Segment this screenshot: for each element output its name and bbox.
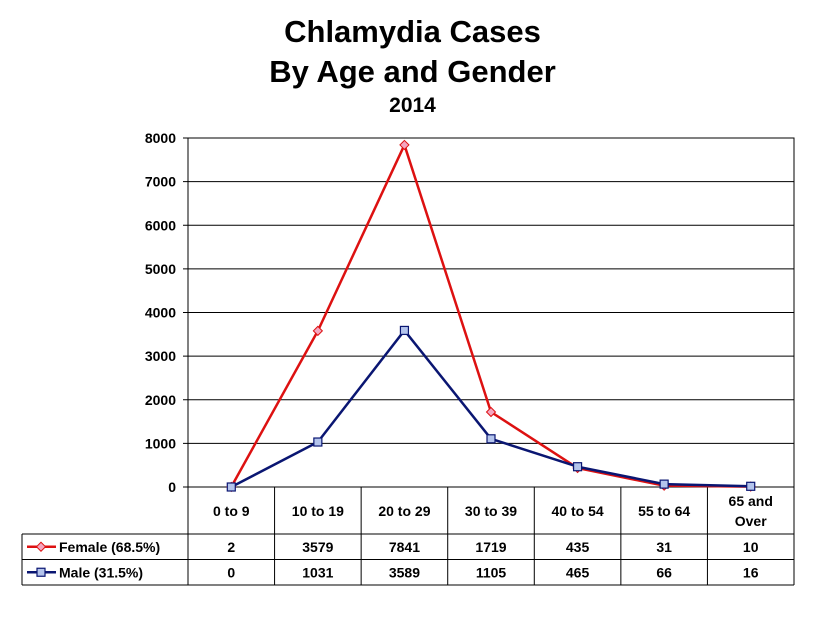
x-tick-label: 55 to 64	[638, 503, 690, 519]
x-tick-label: 0 to 9	[213, 503, 250, 519]
legend-entry: Male (31.5%)	[59, 564, 143, 580]
x-tick-label: 40 to 54	[552, 503, 604, 519]
chart-year: 2014	[389, 94, 436, 117]
y-tick-label: 3000	[145, 348, 176, 364]
x-tick-label: 65 and	[729, 493, 773, 509]
legend-marker	[36, 567, 46, 577]
data-point	[659, 479, 669, 489]
data-point	[313, 437, 323, 447]
table-value: 1105	[476, 564, 507, 580]
table-value: 0	[227, 564, 235, 580]
y-tick-label: 0	[168, 479, 176, 495]
table-value: 31	[656, 539, 672, 555]
table-value: 10	[743, 539, 759, 555]
y-tick-label: 5000	[145, 261, 176, 277]
x-tick-label: 20 to 29	[378, 503, 430, 519]
table-value: 1031	[302, 564, 333, 580]
y-tick-label: 1000	[145, 435, 176, 451]
y-tick-label: 2000	[145, 392, 176, 408]
data-point	[485, 406, 497, 418]
x-tick-label: 10 to 19	[292, 503, 344, 519]
table-value: 465	[566, 564, 590, 580]
data-point	[572, 462, 583, 472]
table-value: 7841	[389, 539, 420, 555]
x-tick-label: 30 to 39	[465, 503, 517, 519]
data-point	[312, 325, 324, 337]
chart-title: Chlamydia Cases	[284, 14, 541, 49]
table-value: 1719	[475, 539, 506, 555]
table-value: 3579	[302, 539, 333, 555]
data-point	[399, 139, 410, 151]
data-point	[399, 325, 410, 336]
table-value: 16	[743, 564, 759, 580]
chart-subtitle: By Age and Gender	[269, 54, 556, 89]
data-point	[486, 434, 496, 444]
data-point	[226, 482, 236, 492]
table-value: 66	[656, 564, 672, 580]
x-tick-label: Over	[735, 513, 767, 529]
y-tick-label: 7000	[145, 174, 176, 190]
y-tick-label: 8000	[145, 130, 176, 146]
data-point	[746, 481, 756, 491]
table-value: 435	[566, 539, 590, 555]
legend-entry: Female (68.5%)	[59, 539, 160, 555]
legend-marker	[35, 541, 47, 552]
y-tick-label: 4000	[145, 305, 176, 321]
table-value: 2	[227, 539, 235, 555]
table-value: 3589	[389, 564, 420, 580]
y-tick-label: 6000	[145, 217, 176, 233]
